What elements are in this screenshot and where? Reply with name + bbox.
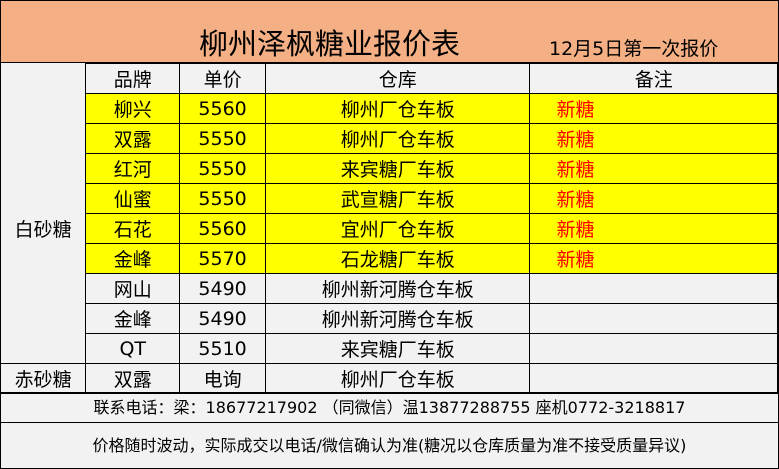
warehouse-cell: 来宾糖厂车板 [265, 333, 531, 364]
header-note: 备注 [529, 63, 778, 94]
brand-cell: 双露 [85, 123, 181, 154]
brand-cell: 红河 [85, 153, 181, 184]
price-cell: 5490 [179, 273, 267, 304]
price-cell: 5490 [179, 303, 267, 334]
disclaimer: 价格随时波动，实际成交以电话/微信确认为准(糖况以仓库质量为准不接受质量异议) [1, 422, 778, 469]
note-cell: 新糖 [529, 213, 778, 244]
header-price: 单价 [179, 63, 267, 94]
contact-info: 联系电话：梁：18677217902 （同微信）温13877288755 座机0… [1, 392, 778, 422]
brand-cell: 金峰 [85, 303, 181, 334]
note-cell: 新糖 [529, 93, 778, 124]
note-cell: 新糖 [529, 153, 778, 184]
warehouse-cell: 武宣糖厂车板 [265, 183, 531, 214]
header-row: 品牌 单价 仓库 备注 [1, 63, 778, 94]
note-cell: 新糖 [529, 183, 778, 214]
header-warehouse: 仓库 [265, 63, 531, 94]
table-row: 双露 5550 柳州厂仓车板 新糖 [1, 123, 778, 154]
note-cell [529, 303, 778, 334]
price-table: 品牌 单价 仓库 备注 白砂糖 柳兴 5560 柳州厂仓车板 新糖 双露 5550 柳州厂仓车… [1, 63, 778, 394]
note-cell [529, 363, 778, 394]
price-cell: 5560 [179, 93, 267, 124]
note-cell [529, 333, 778, 364]
price-cell: 5560 [179, 213, 267, 244]
table-row: 石花 5560 宜州厂仓车板 新糖 [1, 213, 778, 244]
table-row: 金峰 5490 柳州新河腾仓车板 [1, 303, 778, 334]
price-cell: 5570 [179, 243, 267, 274]
warehouse-cell: 来宾糖厂车板 [265, 153, 531, 184]
category-brown-sugar: 赤砂糖 [1, 363, 87, 394]
warehouse-cell: 宜州厂仓车板 [265, 213, 531, 244]
page-title: 柳州泽枫糖业报价表 [199, 27, 461, 61]
header-brand: 品牌 [85, 63, 181, 94]
table-row: 仙蜜 5550 武宣糖厂车板 新糖 [1, 183, 778, 214]
table-row: 红河 5550 来宾糖厂车板 新糖 [1, 153, 778, 184]
title-bar: 柳州泽枫糖业报价表 12月5日第一次报价 [1, 1, 778, 63]
brand-cell: 柳兴 [85, 93, 181, 124]
price-cell: 5510 [179, 333, 267, 364]
brand-cell: 网山 [85, 273, 181, 304]
price-cell: 5550 [179, 153, 267, 184]
category-white-sugar: 白砂糖 [1, 93, 87, 364]
table-row: QT 5510 来宾糖厂车板 [1, 333, 778, 364]
brand-cell: 石花 [85, 213, 181, 244]
price-cell: 电询 [179, 363, 267, 394]
price-cell: 5550 [179, 183, 267, 214]
note-cell: 新糖 [529, 123, 778, 154]
warehouse-cell: 柳州厂仓车板 [265, 363, 531, 394]
table-row: 赤砂糖 双露 电询 柳州厂仓车板 [1, 363, 778, 394]
note-cell [529, 273, 778, 304]
warehouse-cell: 柳州厂仓车板 [265, 93, 531, 124]
quote-date: 12月5日第一次报价 [549, 38, 719, 60]
price-cell: 5550 [179, 123, 267, 154]
warehouse-cell: 柳州新河腾仓车板 [265, 303, 531, 334]
table-row: 白砂糖 柳兴 5560 柳州厂仓车板 新糖 [1, 93, 778, 364]
brand-cell: 双露 [85, 363, 181, 394]
warehouse-cell: 柳州新河腾仓车板 [265, 273, 531, 304]
table-row: 金峰 5570 石龙糖厂车板 新糖 [1, 243, 778, 274]
warehouse-cell: 柳州厂仓车板 [265, 123, 531, 154]
warehouse-cell: 石龙糖厂车板 [265, 243, 531, 274]
note-cell: 新糖 [529, 243, 778, 274]
brand-cell: 金峰 [85, 243, 181, 274]
brand-cell: 仙蜜 [85, 183, 181, 214]
brand-cell: QT [85, 333, 181, 364]
table-row: 网山 5490 柳州新河腾仓车板 [1, 273, 778, 304]
